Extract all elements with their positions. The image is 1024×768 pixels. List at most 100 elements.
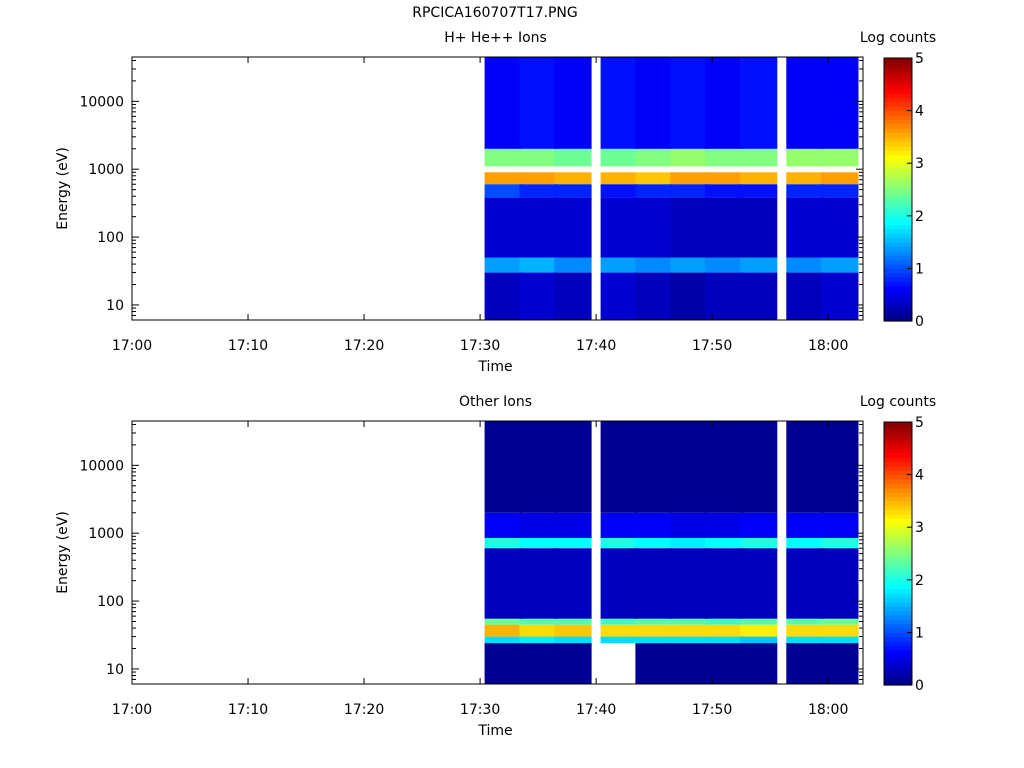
heatmap-cell <box>554 184 592 198</box>
colorbar-segment <box>884 641 912 647</box>
colorbar-segment <box>884 592 912 598</box>
colorbar-segment <box>884 553 912 559</box>
heatmap-cell <box>519 618 557 625</box>
colorbar-segment <box>884 58 912 63</box>
heatmap-cell <box>635 272 673 320</box>
y-tick-label: 100 <box>97 230 124 246</box>
heatmap-cell <box>670 548 708 619</box>
colorbar-segment <box>884 671 912 677</box>
colorbar-segment <box>884 435 912 441</box>
colorbar-segment <box>884 439 912 445</box>
colorbar-segment <box>884 645 912 651</box>
colorbar-segment <box>884 277 912 283</box>
colorbar-tick-label: 5 <box>915 415 924 431</box>
heatmap-cell <box>484 624 522 637</box>
heatmap-cell <box>786 57 824 149</box>
colorbar-segment <box>884 259 912 265</box>
colorbar-segment <box>884 588 912 594</box>
heatmap-cell <box>739 197 778 258</box>
heatmap-cell <box>821 618 859 625</box>
y-tick-label: 10000 <box>79 458 124 474</box>
heatmap-cell <box>519 197 557 258</box>
heatmap-cell <box>484 512 522 538</box>
plot-frame <box>131 56 864 321</box>
heatmap-cell <box>705 548 743 619</box>
heatmap-cell <box>670 636 708 644</box>
heatmap-cell <box>600 548 638 619</box>
colorbar-segment <box>884 106 912 112</box>
heatmap-cell <box>821 257 859 273</box>
heatmap-cell <box>821 624 859 637</box>
colorbar-segment <box>884 303 912 309</box>
heatmap-cell <box>519 257 557 273</box>
colorbar-tick-label: 4 <box>915 468 924 484</box>
heatmap-cell <box>705 643 743 684</box>
colorbar-segment <box>884 66 912 72</box>
heatmap-cell <box>786 257 824 273</box>
colorbar-segment <box>884 597 912 603</box>
colorbar-segment <box>884 575 912 581</box>
heatmap-cell <box>635 624 673 637</box>
colorbar-segment <box>884 264 912 269</box>
colorbar-segment <box>884 470 912 476</box>
x-tick-label: 17:10 <box>228 338 268 354</box>
colorbar-segment <box>884 478 912 484</box>
colorbar-segment <box>884 465 912 471</box>
heatmap-cell <box>519 538 557 549</box>
heatmap-cell <box>484 197 522 258</box>
heatmap-cell <box>554 148 592 167</box>
colorbar-tick-label: 3 <box>915 520 924 536</box>
colorbar-segment <box>884 544 912 550</box>
colorbar-segment <box>884 667 912 673</box>
heatmap-cell <box>739 643 778 684</box>
colorbar-tick-label: 5 <box>915 51 924 67</box>
heatmap-cell <box>484 184 522 198</box>
heatmap-cell <box>670 624 708 637</box>
heatmap-cell <box>519 57 557 149</box>
colorbar-segment <box>884 154 912 160</box>
colorbar-segment <box>884 619 912 625</box>
heatmap-cell <box>554 257 592 273</box>
panel-title: Other Ions <box>459 394 532 410</box>
colorbar-segment <box>884 566 912 572</box>
heatmap-cell <box>519 184 557 198</box>
colorbar-segment <box>884 246 912 252</box>
colorbar-segment <box>884 540 912 546</box>
y-tick-label: 10 <box>106 662 124 678</box>
heatmap-cell <box>821 643 859 684</box>
colorbar-segment <box>884 97 912 103</box>
colorbar-segment <box>884 483 912 489</box>
colorbar-segment <box>884 272 912 278</box>
colorbar-tick-label: 4 <box>915 104 924 120</box>
heatmap-cell <box>670 538 708 549</box>
heatmap-cell <box>635 197 673 258</box>
heatmap-cell <box>600 172 638 185</box>
colorbar-segment <box>884 220 912 226</box>
colorbar-segment <box>884 584 912 590</box>
heatmap-cell <box>600 197 638 258</box>
colorbar-segment <box>884 123 912 129</box>
colorbar-segment <box>884 430 912 436</box>
colorbar-segment <box>884 636 912 642</box>
colorbar-segment <box>884 422 912 427</box>
colorbar-segment <box>884 654 912 660</box>
colorbar-segment <box>884 518 912 524</box>
colorbar-segment <box>884 606 912 612</box>
colorbar-segment <box>884 294 912 300</box>
colorbar-segment <box>884 290 912 296</box>
heatmap-cell <box>554 172 592 185</box>
colorbar-segment <box>884 193 912 199</box>
colorbar-tick-label: 2 <box>915 209 924 225</box>
heatmap-cell <box>519 421 557 513</box>
y-tick-label: 100 <box>97 594 124 610</box>
colorbar-label: Log counts <box>860 30 936 46</box>
x-tick-label: 17:00 <box>112 338 152 354</box>
colorbar-segment <box>884 281 912 287</box>
heatmap-cell <box>786 172 824 185</box>
heatmap-cell <box>786 421 824 513</box>
heatmap-cell <box>739 148 778 167</box>
x-tick-label: 18:00 <box>808 338 848 354</box>
heatmap-cell <box>635 184 673 198</box>
colorbar-segment <box>884 535 912 541</box>
heatmap-cell <box>635 148 673 167</box>
